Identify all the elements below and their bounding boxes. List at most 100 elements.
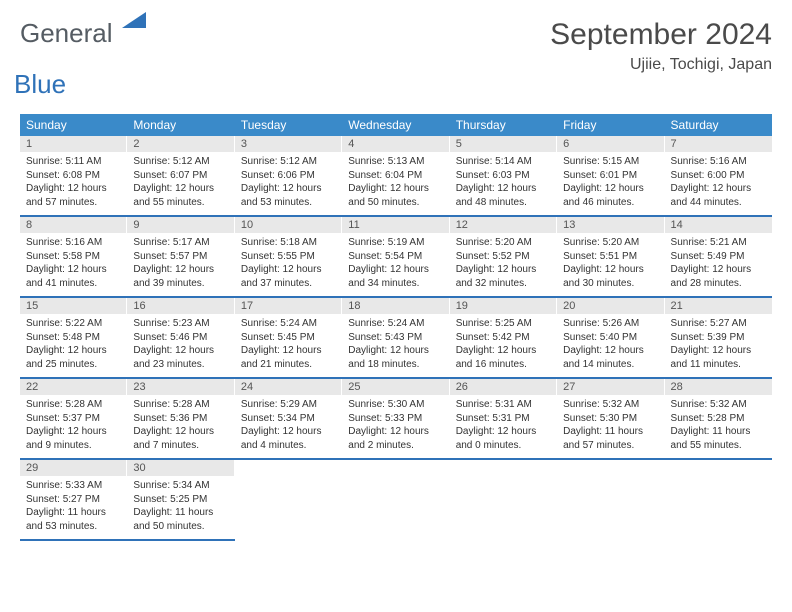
- calendar-cell: [665, 459, 772, 540]
- sunset-text: Sunset: 5:25 PM: [133, 493, 228, 507]
- calendar-cell: 22 Sunrise: 5:28 AMSunset: 5:37 PMDayligh…: [20, 378, 127, 459]
- calendar-cell: 20Sunrise: 5:26 AMSunset: 5:40 PMDayligh…: [557, 297, 664, 378]
- daylight-text: Daylight: 12 hours and 9 minutes.: [26, 425, 121, 452]
- day-detail: Sunrise: 5:12 AMSunset: 6:06 PMDaylight:…: [235, 152, 342, 215]
- day-number: 8: [20, 217, 127, 233]
- day-detail: Sunrise: 5:19 AMSunset: 5:54 PMDaylight:…: [342, 233, 449, 296]
- calendar-cell: 14Sunrise: 5:21 AMSunset: 5:49 PMDayligh…: [665, 216, 772, 297]
- day-number: 15: [20, 298, 127, 314]
- calendar-row: 22Sunrise: 5:28 AMSunset: 5:37 PMDayligh…: [20, 378, 772, 459]
- day-number: 24: [235, 379, 342, 395]
- day-number: 10: [235, 217, 342, 233]
- sunset-text: Sunset: 5:57 PM: [133, 250, 228, 264]
- day-detail: Sunrise: 5:16 AMSunset: 6:00 PMDaylight:…: [665, 152, 772, 215]
- sunset-text: Sunset: 5:30 PM: [563, 412, 658, 426]
- daylight-text: Daylight: 12 hours and 21 minutes.: [241, 344, 336, 371]
- sunset-text: Sunset: 5:58 PM: [26, 250, 121, 264]
- day-detail: Sunrise: 5:23 AMSunset: 5:46 PMDaylight:…: [127, 314, 234, 377]
- sunset-text: Sunset: 6:00 PM: [671, 169, 766, 183]
- day-detail: Sunrise: 5:14 AMSunset: 6:03 PMDaylight:…: [450, 152, 557, 215]
- day-number: 26: [450, 379, 557, 395]
- sunrise-text: Sunrise: 5:16 AM: [26, 236, 121, 250]
- day-detail: Sunrise: 5:15 AMSunset: 6:01 PMDaylight:…: [557, 152, 664, 215]
- daylight-text: Daylight: 12 hours and 11 minutes.: [671, 344, 766, 371]
- sunrise-text: Sunrise: 5:22 AM: [26, 317, 121, 331]
- day-detail: Sunrise: 5:31 AMSunset: 5:31 PMDaylight:…: [450, 395, 557, 458]
- daylight-text: Daylight: 12 hours and 55 minutes.: [133, 182, 228, 209]
- calendar-cell: 16Sunrise: 5:23 AMSunset: 5:46 PMDayligh…: [127, 297, 234, 378]
- calendar-cell: [342, 459, 449, 540]
- sunset-text: Sunset: 5:28 PM: [671, 412, 766, 426]
- day-detail: Sunrise: 5:29 AMSunset: 5:34 PMDaylight:…: [235, 395, 342, 458]
- daylight-text: Daylight: 12 hours and 53 minutes.: [241, 182, 336, 209]
- day-detail: Sunrise: 5:16 AMSunset: 5:58 PMDaylight:…: [20, 233, 127, 296]
- day-detail: Sunrise: 5:17 AMSunset: 5:57 PMDaylight:…: [127, 233, 234, 296]
- sunrise-text: Sunrise: 5:23 AM: [133, 317, 228, 331]
- calendar-row: 8Sunrise: 5:16 AMSunset: 5:58 PMDaylight…: [20, 216, 772, 297]
- sunrise-text: Sunrise: 5:32 AM: [563, 398, 658, 412]
- sunset-text: Sunset: 5:39 PM: [671, 331, 766, 345]
- calendar-cell: 19Sunrise: 5:25 AMSunset: 5:42 PMDayligh…: [450, 297, 557, 378]
- logo-text-general: General: [20, 18, 113, 48]
- day-detail: Sunrise: 5:24 AMSunset: 5:43 PMDaylight:…: [342, 314, 449, 377]
- day-number: 13: [557, 217, 664, 233]
- sunrise-text: Sunrise: 5:20 AM: [563, 236, 658, 250]
- calendar-cell: [450, 459, 557, 540]
- daylight-text: Daylight: 11 hours and 53 minutes.: [26, 506, 121, 533]
- day-number: 23: [127, 379, 234, 395]
- daylight-text: Daylight: 12 hours and 14 minutes.: [563, 344, 658, 371]
- daylight-text: Daylight: 12 hours and 46 minutes.: [563, 182, 658, 209]
- dayhead-mon: Monday: [127, 114, 234, 136]
- day-number: 29: [20, 460, 127, 476]
- sunset-text: Sunset: 5:37 PM: [26, 412, 121, 426]
- daylight-text: Daylight: 12 hours and 39 minutes.: [133, 263, 228, 290]
- day-detail: Sunrise: 5:34 AMSunset: 5:25 PMDaylight:…: [127, 476, 234, 539]
- day-number: 9: [127, 217, 234, 233]
- sunrise-text: Sunrise: 5:24 AM: [348, 317, 443, 331]
- dayhead-thu: Thursday: [450, 114, 557, 136]
- calendar-cell: 29Sunrise: 5:33 AMSunset: 5:27 PMDayligh…: [20, 459, 127, 540]
- dayhead-fri: Friday: [557, 114, 664, 136]
- sunset-text: Sunset: 6:07 PM: [133, 169, 228, 183]
- calendar-cell: 26Sunrise: 5:31 AMSunset: 5:31 PMDayligh…: [450, 378, 557, 459]
- logo: General Blue: [20, 18, 146, 100]
- calendar-cell: 7Sunrise: 5:16 AMSunset: 6:00 PMDaylight…: [665, 136, 772, 216]
- sunset-text: Sunset: 5:40 PM: [563, 331, 658, 345]
- calendar-cell: 8Sunrise: 5:16 AMSunset: 5:58 PMDaylight…: [20, 216, 127, 297]
- sunrise-text: Sunrise: 5:19 AM: [348, 236, 443, 250]
- day-number: 27: [557, 379, 664, 395]
- sunrise-text: Sunrise: 5:26 AM: [563, 317, 658, 331]
- daylight-text: Daylight: 12 hours and 48 minutes.: [456, 182, 551, 209]
- day-number: 22: [20, 379, 127, 395]
- calendar-row: 1Sunrise: 5:11 AMSunset: 6:08 PMDaylight…: [20, 136, 772, 216]
- daylight-text: Daylight: 12 hours and 4 minutes.: [241, 425, 336, 452]
- sunset-text: Sunset: 5:52 PM: [456, 250, 551, 264]
- daylight-text: Daylight: 12 hours and 32 minutes.: [456, 263, 551, 290]
- day-detail: Sunrise: 5:11 AMSunset: 6:08 PMDaylight:…: [20, 152, 127, 215]
- sunset-text: Sunset: 6:04 PM: [348, 169, 443, 183]
- sunrise-text: Sunrise: 5:21 AM: [671, 236, 766, 250]
- calendar-row: 15Sunrise: 5:22 AMSunset: 5:48 PMDayligh…: [20, 297, 772, 378]
- sunrise-text: Sunrise: 5:12 AM: [133, 155, 228, 169]
- sunrise-text: Sunrise: 5:24 AM: [241, 317, 336, 331]
- day-number: 6: [557, 136, 664, 152]
- location: Ujiie, Tochigi, Japan: [550, 56, 772, 74]
- dayhead-wed: Wednesday: [342, 114, 449, 136]
- sunrise-text: Sunrise: 5:20 AM: [456, 236, 551, 250]
- calendar-table: Sunday Monday Tuesday Wednesday Thursday…: [20, 114, 772, 541]
- sunrise-text: Sunrise: 5:34 AM: [133, 479, 228, 493]
- sunrise-text: Sunrise: 5:27 AM: [671, 317, 766, 331]
- month-title: September 2024: [550, 18, 772, 52]
- calendar-cell: [557, 459, 664, 540]
- sunrise-text: Sunrise: 5:32 AM: [671, 398, 766, 412]
- sunrise-text: Sunrise: 5:28 AM: [26, 398, 121, 412]
- sunset-text: Sunset: 5:34 PM: [241, 412, 336, 426]
- daylight-text: Daylight: 12 hours and 16 minutes.: [456, 344, 551, 371]
- daylight-text: Daylight: 12 hours and 37 minutes.: [241, 263, 336, 290]
- sunset-text: Sunset: 5:55 PM: [241, 250, 336, 264]
- sunset-text: Sunset: 6:06 PM: [241, 169, 336, 183]
- daylight-text: Daylight: 11 hours and 57 minutes.: [563, 425, 658, 452]
- day-detail: Sunrise: 5:33 AMSunset: 5:27 PMDaylight:…: [20, 476, 127, 539]
- daylight-text: Daylight: 12 hours and 34 minutes.: [348, 263, 443, 290]
- day-detail: Sunrise: 5:25 AMSunset: 5:42 PMDaylight:…: [450, 314, 557, 377]
